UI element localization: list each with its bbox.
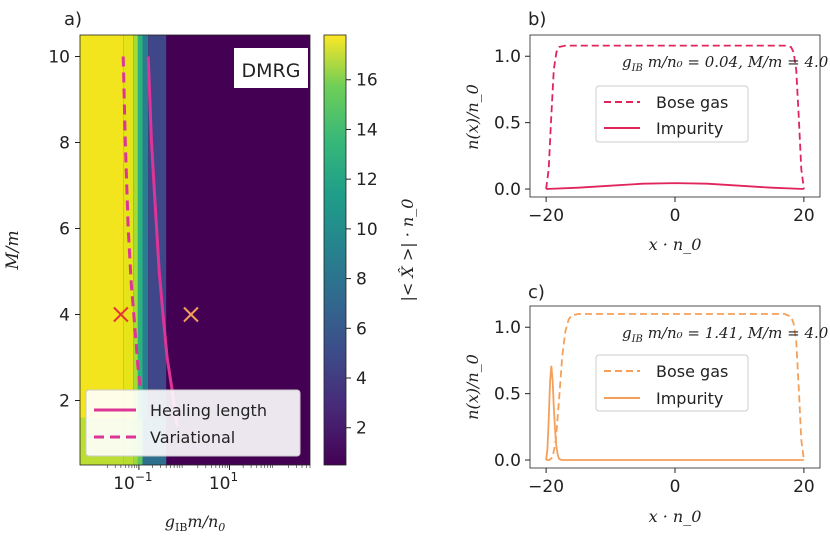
- bose-gas-line: [546, 313, 805, 461]
- x-tick-label: 20: [793, 477, 815, 497]
- y-tick-label: 1.0: [494, 47, 521, 67]
- panel-a: a) DMRG Healing length Variational 2 4 6 8 1…: [3, 9, 417, 534]
- cross-marker: [183, 306, 199, 323]
- panel-a-xlabel: gIBm/n0: [165, 512, 226, 534]
- cross-marker: [113, 306, 129, 323]
- x-tick-label: 20: [793, 206, 815, 226]
- heatmap-band: [142, 35, 149, 465]
- impurity-line: [545, 365, 804, 461]
- y-tick-label: 6: [59, 220, 70, 240]
- y-tick-label: 4: [59, 306, 70, 326]
- heatmap-band: [137, 35, 143, 465]
- legend-c-bose-label: Bose gas: [656, 362, 728, 381]
- legend-variational-label: Variational: [150, 428, 235, 447]
- legend-b-impurity-label: Impurity: [656, 119, 723, 138]
- impurity-line: [546, 182, 804, 190]
- colorbar-label: |< X̂ >| · n_0: [398, 199, 417, 302]
- panel-b-annotation: gIB m/n₀ = 0.04, M/m = 4.0: [622, 53, 829, 74]
- colorbar-tick-label: 16: [356, 71, 378, 91]
- y-tick-label: 0.5: [494, 114, 521, 134]
- panel-c-annotation: gIB m/n₀ = 1.41, M/m = 4.0: [622, 324, 829, 345]
- legend-healing-label: Healing length: [150, 401, 267, 420]
- panel-b-label: b): [528, 9, 546, 30]
- y-tick-label: 1.0: [494, 318, 521, 338]
- panel-a-label: a): [64, 9, 82, 30]
- x-tick-label: 101: [209, 470, 238, 494]
- heatmap-band: [133, 35, 138, 465]
- colorbar-tick-label: 8: [356, 270, 367, 290]
- panel-c: c) 0.0 0.5 1.0 −20 0 20 gIB m/n₀ = 1.41, M/m …: [463, 282, 829, 526]
- colorbar-tick-label: 12: [356, 170, 378, 190]
- panel-c-label: c): [528, 282, 545, 303]
- colorbar-tick-label: 10: [356, 220, 378, 240]
- y-tick-label: 0.0: [494, 451, 521, 471]
- legend-a-box: [85, 389, 301, 457]
- healing-length-line: [146, 56, 179, 427]
- legend-a: Healing length Variational: [85, 389, 301, 457]
- dmrg-badge-box: [234, 48, 308, 88]
- x-tick-label: 0: [670, 206, 681, 226]
- colorbar-tick-label: 14: [356, 120, 378, 140]
- y-tick-label: 8: [59, 134, 70, 154]
- colorbar-tick-label: 2: [356, 419, 367, 439]
- panel-c-ylabel: n(x)/n_0: [463, 354, 482, 420]
- panel-c-xlabel: x · n_0: [649, 507, 702, 526]
- panel-b-ylabel: n(x)/n_0: [463, 84, 482, 150]
- colorbar-tick-label: 4: [356, 369, 367, 389]
- y-tick-label: 10: [48, 48, 70, 68]
- x-tick-label: −20: [528, 206, 564, 226]
- x-tick-label: −20: [528, 477, 564, 497]
- bose-gas-line: [545, 44, 805, 190]
- panel-b: b) 0.0 0.5 1.0 −20 0 20 gIB m/n₀ = 0.04, M/m …: [463, 9, 829, 254]
- legend-c: Bose gas Impurity: [595, 354, 749, 412]
- legend-b-bose-label: Bose gas: [656, 93, 728, 112]
- legend-c-impurity-label: Impurity: [656, 389, 723, 408]
- heatmap-frame: [79, 34, 311, 466]
- legend-b: Bose gas Impurity: [595, 85, 749, 143]
- variational-line: [121, 56, 143, 393]
- x-tick-label: 10−1: [113, 470, 152, 494]
- x-tick-label: 0: [670, 477, 681, 497]
- panel-b-xlabel: x · n_0: [649, 235, 702, 254]
- y-tick-label: 2: [59, 392, 70, 412]
- y-tick-label: 0.5: [494, 385, 521, 405]
- y-tick-label: 0.0: [494, 180, 521, 200]
- panel-a-ylabel: M/m: [3, 230, 23, 270]
- colorbar: [323, 34, 347, 466]
- colorbar-tick-label: 6: [356, 319, 367, 339]
- dmrg-badge: DMRG: [242, 60, 301, 82]
